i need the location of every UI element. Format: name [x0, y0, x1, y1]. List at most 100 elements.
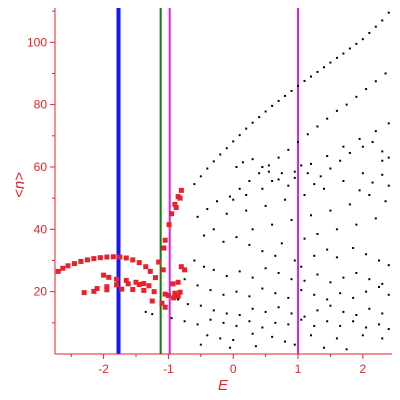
black-data-point [316, 232, 319, 235]
black-data-point [251, 228, 254, 231]
black-data-point [381, 282, 384, 285]
black-data-point [151, 313, 154, 316]
x-axis-ticks: -2 -1 0 1 2 [70, 354, 366, 376]
black-data-point [329, 209, 332, 212]
black-data-point [335, 109, 338, 112]
black-data-point [387, 156, 390, 159]
black-data-point [264, 204, 267, 207]
black-data-point [248, 295, 251, 298]
black-data-point [232, 338, 235, 341]
black-data-point [355, 314, 358, 317]
black-data-point [216, 200, 219, 203]
black-data-point [271, 180, 274, 182]
red-data-point [152, 275, 158, 281]
black-data-point [235, 236, 238, 239]
y-tick-label: 100 [27, 35, 47, 49]
black-data-point [316, 273, 319, 276]
red-data-point [123, 277, 129, 283]
black-data-point [199, 343, 202, 346]
black-data-point [264, 310, 267, 313]
black-data-point [261, 326, 264, 329]
black-data-point [212, 160, 215, 163]
black-data-point [335, 337, 338, 340]
red-data-point [172, 290, 178, 296]
black-data-point [261, 187, 264, 190]
black-data-point [287, 148, 290, 151]
black-data-point [258, 172, 261, 175]
black-data-point [251, 121, 254, 124]
black-data-point [326, 248, 329, 251]
black-data-point [170, 317, 173, 320]
black-data-point [209, 289, 212, 292]
black-data-point [271, 335, 274, 338]
black-data-point [309, 214, 312, 217]
black-data-point [365, 253, 368, 256]
black-data-point [284, 340, 287, 343]
black-data-point [352, 296, 355, 299]
black-data-point [342, 145, 345, 148]
black-data-point [258, 116, 261, 119]
red-data-point [156, 259, 162, 265]
x-tick-label: 2 [359, 362, 366, 376]
red-data-point [104, 284, 110, 290]
red-data-point [143, 264, 149, 270]
black-data-point [316, 70, 319, 73]
black-data-point [342, 276, 345, 279]
red-data-point [178, 187, 184, 193]
black-data-point [251, 307, 254, 310]
red-data-point [177, 289, 183, 295]
black-data-point [251, 158, 254, 161]
black-data-point [342, 180, 345, 182]
vertical-lines [116, 8, 300, 354]
black-data-point [348, 151, 351, 154]
black-data-point [222, 293, 225, 296]
red-data-point [171, 295, 177, 301]
black-data-point [235, 290, 238, 293]
black-data-point [293, 343, 296, 346]
red-data-point [166, 222, 172, 228]
black-data-point [267, 170, 270, 173]
black-data-point [264, 110, 267, 113]
black-data-point [209, 318, 212, 321]
red-data-point [123, 255, 129, 261]
black-data-point [345, 103, 348, 106]
black-data-point [361, 334, 364, 337]
black-data-point [222, 240, 225, 243]
black-data-point [277, 306, 280, 309]
red-data-point [97, 255, 103, 261]
black-data-point [196, 323, 199, 326]
x-tick-label: 0 [230, 362, 237, 376]
black-data-point [306, 172, 309, 175]
black-data-point [335, 256, 338, 259]
black-data-point [261, 250, 264, 253]
black-data-point [245, 127, 248, 130]
red-data-point [65, 263, 71, 269]
black-data-point [290, 278, 293, 281]
black-data-point [387, 122, 390, 125]
black-data-point [355, 223, 358, 226]
black-data-point [303, 79, 306, 82]
black-data-point [196, 284, 199, 287]
black-data-point [329, 281, 332, 284]
black-data-point [381, 19, 384, 22]
black-data-point [339, 159, 342, 162]
black-data-point [271, 104, 274, 107]
black-data-point [339, 324, 342, 327]
black-data-point [378, 323, 381, 326]
black-data-point [374, 130, 377, 133]
black-data-point [365, 326, 368, 329]
black-data-point [248, 243, 251, 246]
black-data-point [297, 84, 300, 87]
black-data-point [245, 209, 248, 212]
red-data-point [141, 281, 147, 287]
black-data-point [225, 212, 228, 215]
black-data-point [290, 312, 293, 315]
black-data-point [378, 285, 381, 288]
red-data-point [55, 268, 61, 274]
black-data-point [238, 270, 241, 273]
red-data-point [101, 272, 107, 278]
black-data-point [387, 11, 390, 14]
black-data-point [232, 140, 235, 143]
black-data-point [251, 332, 254, 335]
black-data-point [384, 200, 387, 203]
